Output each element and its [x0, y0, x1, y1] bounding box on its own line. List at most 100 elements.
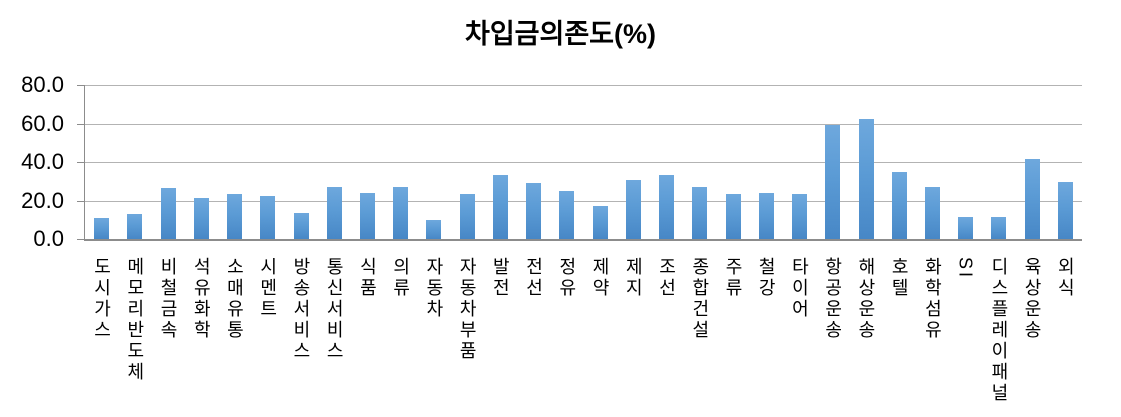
x-axis-label: 주류	[722, 257, 743, 299]
x-axis-label: 디스플레이패널	[988, 257, 1009, 404]
chart-title: 차입금의존도(%)	[464, 19, 657, 49]
bar-slot	[617, 85, 650, 239]
bar-slot	[716, 85, 749, 239]
gridline	[85, 124, 1082, 125]
bar-시멘트	[260, 196, 276, 239]
bar-slot	[550, 85, 583, 239]
x-axis-label: 제지	[623, 257, 644, 299]
bar-제지	[625, 179, 641, 239]
bar-해상운송	[858, 118, 874, 239]
x-label-slot: SI	[948, 243, 981, 280]
x-label-slot: 종합건설	[682, 243, 715, 341]
bar-통신서비스	[326, 187, 342, 239]
x-label-slot: 방송서비스	[283, 243, 316, 362]
x-label-slot: 철강	[749, 243, 782, 299]
bar-석유화학	[193, 197, 209, 239]
bar-식품	[359, 192, 375, 239]
x-label-slot: 호텔	[882, 243, 915, 299]
x-axis-labels: 도시가스 메모리반도체 비철금속 석유화학 소매유통 시멘트 방송서비스 통신서비스 식품 의류 자…	[84, 243, 1081, 417]
bar-slot	[318, 85, 351, 239]
x-axis-label: 항공운송	[822, 257, 843, 341]
x-axis-label: 시멘트	[257, 257, 278, 320]
bar-slot	[284, 85, 317, 239]
bar-slot	[883, 85, 916, 239]
y-axis-label: 60.0	[21, 110, 64, 136]
x-label-slot: 디스플레이패널	[981, 243, 1014, 404]
bars-container	[85, 85, 1082, 239]
y-axis-label: 40.0	[21, 149, 64, 174]
bar-항공운송	[825, 125, 841, 239]
bar-정유	[559, 191, 575, 239]
bar-slot	[384, 85, 417, 239]
x-axis-label: 메모리반도체	[124, 257, 145, 383]
x-axis-label: 자동차	[423, 257, 444, 320]
bar-방송서비스	[293, 213, 309, 239]
bar-slot	[916, 85, 949, 239]
bar-slot	[1016, 85, 1049, 239]
x-axis-label: 조선	[656, 257, 677, 299]
bar-비철금속	[160, 188, 176, 239]
bar-slot	[218, 85, 251, 239]
x-axis-label: 호텔	[889, 257, 910, 299]
bar-발전	[492, 174, 508, 239]
x-label-slot: 자동차	[416, 243, 449, 320]
x-label-slot: 제지	[616, 243, 649, 299]
bar-화학섬유	[924, 187, 940, 239]
bar-slot	[484, 85, 517, 239]
bar-slot	[584, 85, 617, 239]
x-label-slot: 자동차부품	[450, 243, 483, 362]
bar-SI	[958, 217, 974, 239]
y-axis-label: 20.0	[21, 187, 64, 213]
bar-자동차부품	[459, 193, 475, 239]
bar-slot	[949, 85, 982, 239]
bar-slot	[351, 85, 384, 239]
bar-slot	[185, 85, 218, 239]
x-axis-label: 소매유통	[224, 257, 245, 341]
y-axis-tick	[77, 162, 84, 163]
x-axis-label: 제약	[590, 257, 611, 299]
x-label-slot: 발전	[483, 243, 516, 299]
gridline	[85, 201, 1082, 202]
bar-자동차	[426, 219, 442, 239]
bar-slot	[650, 85, 683, 239]
bar-제약	[592, 206, 608, 239]
x-axis-label: 종합건설	[689, 257, 710, 341]
x-axis-label: 발전	[490, 257, 511, 299]
bar-slot	[1049, 85, 1082, 239]
y-axis-label: 80.0	[21, 72, 64, 97]
bar-slot	[451, 85, 484, 239]
x-axis-label: 전선	[523, 257, 544, 299]
bar-도시가스	[94, 218, 110, 239]
x-label-slot: 메모리반도체	[117, 243, 150, 383]
x-axis-label: 해상운송	[855, 257, 876, 341]
x-label-slot: 항공운송	[815, 243, 848, 341]
bar-주류	[725, 193, 741, 239]
x-axis-label: SI	[955, 257, 976, 281]
gridline	[85, 85, 1082, 86]
x-label-slot: 도시가스	[84, 243, 117, 341]
y-axis-tick	[77, 85, 84, 86]
x-label-slot: 육상운송	[1015, 243, 1048, 341]
x-label-slot: 소매유통	[217, 243, 250, 341]
x-axis-label: 방송서비스	[290, 257, 311, 362]
bar-slot	[251, 85, 284, 239]
x-axis-label: 외식	[1055, 257, 1076, 299]
x-axis-label: 자동차부품	[457, 257, 478, 362]
bar-디스플레이패널	[991, 217, 1007, 239]
gridline	[85, 162, 1082, 163]
bar-소매유통	[227, 193, 243, 239]
x-label-slot: 식품	[350, 243, 383, 299]
x-axis-label: 통신서비스	[324, 257, 345, 362]
bar-외식	[1057, 182, 1073, 239]
y-axis-tick	[77, 124, 84, 125]
bar-slot	[517, 85, 550, 239]
x-label-slot: 의류	[383, 243, 416, 299]
x-axis-label: 타이어	[789, 257, 810, 320]
x-axis-label: 비철금속	[157, 257, 178, 341]
y-axis-tick	[77, 239, 84, 240]
x-axis-label: 철강	[756, 257, 777, 299]
x-label-slot: 주류	[715, 243, 748, 299]
bar-철강	[758, 192, 774, 239]
bar-조선	[659, 174, 675, 239]
